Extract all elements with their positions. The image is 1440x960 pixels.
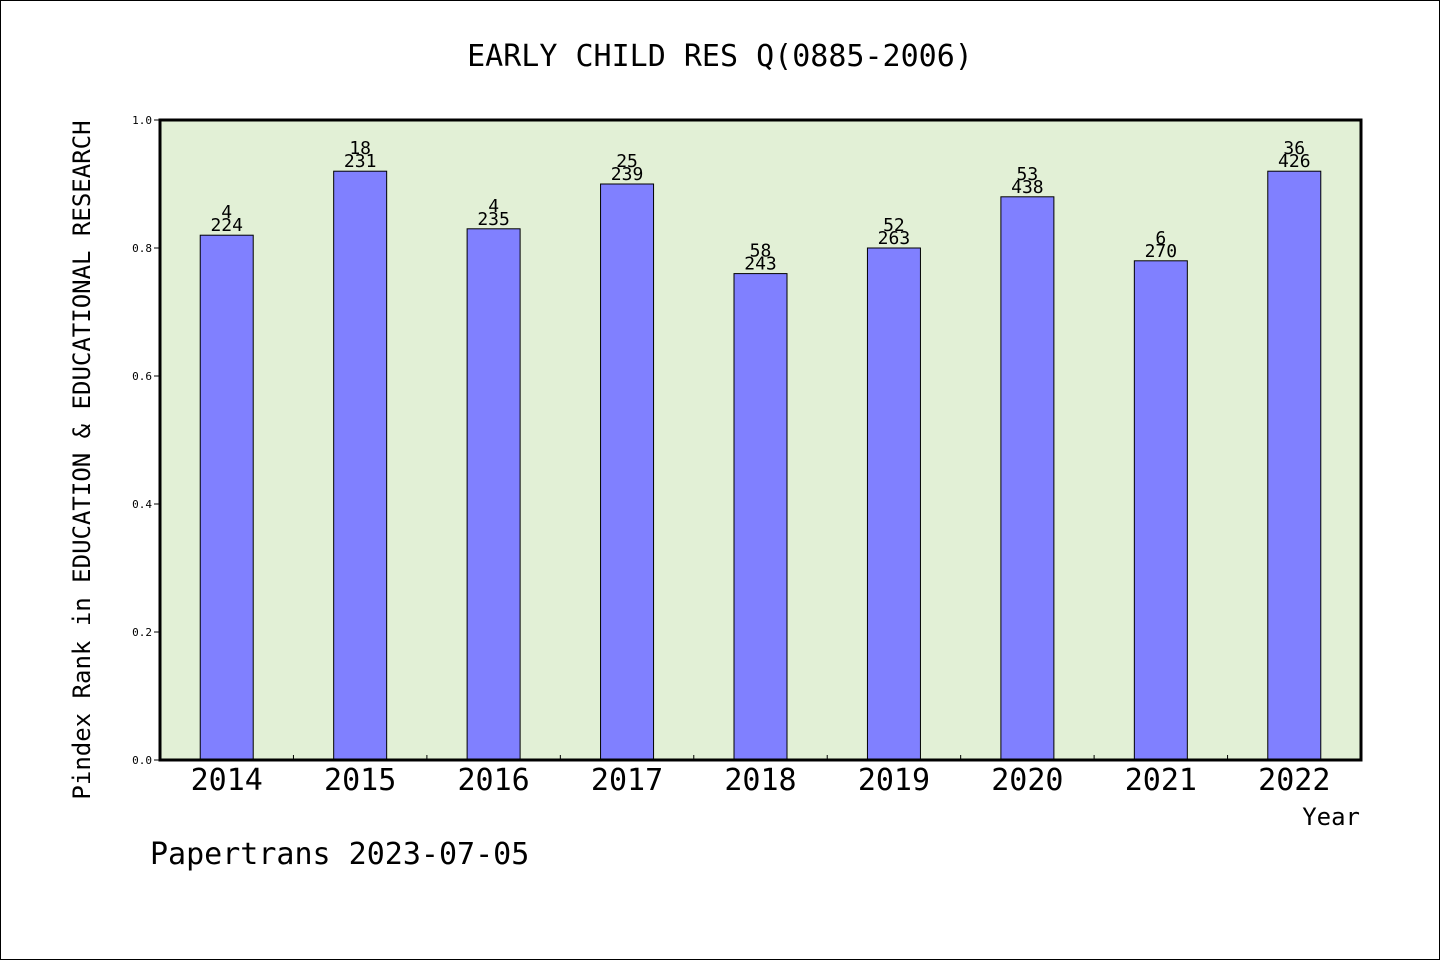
chart-title: EARLY CHILD RES Q(0885-2006)	[467, 39, 973, 74]
bar-total-label: 224	[210, 215, 243, 236]
bars	[199, 170, 1322, 761]
y-tick-label: 0.6	[132, 370, 152, 383]
bar-total-label: 231	[344, 151, 377, 172]
bar	[1133, 260, 1188, 761]
y-tick-label: 0.0	[132, 754, 152, 767]
bar-rank-label: 4	[488, 196, 499, 217]
x-tick-label: 2015	[324, 763, 396, 798]
bar-rank-label: 53	[1017, 164, 1039, 185]
bar-rank-label: 4	[221, 202, 232, 223]
credit-text: Papertrans 2023-07-05	[150, 837, 529, 872]
bar	[1000, 196, 1055, 761]
bar	[199, 234, 254, 761]
x-tick-label: 2019	[858, 763, 930, 798]
y-tick-label: 1.0	[132, 114, 152, 127]
y-tick-label: 0.2	[132, 626, 152, 639]
x-tick-label: 2017	[591, 763, 663, 798]
bar	[866, 247, 921, 761]
bar-total-label: 438	[1011, 177, 1044, 198]
x-tick-label: 2016	[457, 763, 529, 798]
x-tick-label: 2021	[1125, 763, 1197, 798]
bar	[733, 273, 788, 761]
bar-rank-label: 25	[616, 151, 638, 172]
bar-rank-label: 58	[750, 241, 772, 262]
bar-total-label: 235	[477, 209, 510, 230]
bar-rank-label: 6	[1155, 228, 1166, 249]
bar-total-label: 426	[1278, 151, 1311, 172]
bar-total-label: 270	[1145, 241, 1178, 262]
y-tick-label: 0.8	[132, 242, 152, 255]
x-axis-title: Year	[1302, 803, 1360, 831]
x-axis-ticks: 2014 2015 2016 2017 2018 2019 2020 2021 2022	[191, 755, 1330, 798]
y-axis-title: Pindex Rank in EDUCATION & EDUCATIONAL R…	[68, 120, 96, 799]
x-tick-label: 2022	[1258, 763, 1330, 798]
bar-rank-label: 52	[883, 215, 905, 236]
bar-rank-label: 18	[349, 138, 371, 159]
bar-total-label: 239	[611, 164, 644, 185]
bar	[600, 183, 655, 761]
x-tick-label: 2014	[191, 763, 263, 798]
bar	[466, 228, 521, 761]
x-tick-label: 2018	[724, 763, 796, 798]
bar	[333, 170, 388, 761]
x-tick-label: 2020	[991, 763, 1063, 798]
bar	[1267, 170, 1322, 761]
bar-rank-label: 36	[1283, 138, 1305, 159]
bar-labels: 4224182314235252395824352263534386270364…	[210, 138, 1310, 274]
y-axis-ticks: 0.0 0.2 0.4 0.6 0.8 1.0	[132, 114, 160, 767]
plot-border	[158, 118, 1363, 762]
y-tick-label: 0.4	[132, 498, 152, 511]
bar-total-label: 263	[878, 228, 911, 249]
bar-total-label: 243	[744, 254, 777, 275]
